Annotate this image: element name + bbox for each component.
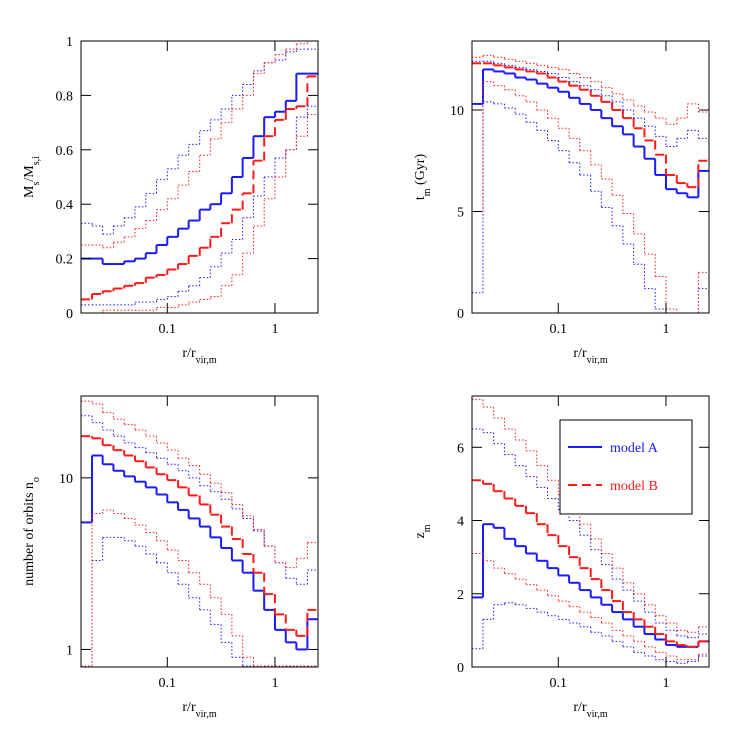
y-axis-label: number of orbits no (22, 477, 42, 586)
y-axis-label: tm (Gyr) (413, 154, 433, 201)
y-axis-label-part: o (31, 477, 42, 482)
y-axis-label-part: s,i (31, 156, 42, 165)
x-axis-label: r/rvir,m (573, 700, 607, 720)
x-axis-label-part: r/r (182, 700, 196, 715)
panel: 0.1 1 0 2 4 6 r/rvir,m zm model A model B (413, 395, 710, 720)
y-tick-label: 0 (66, 307, 73, 322)
x-axis-label-part: vir,m (587, 355, 608, 366)
x-tick-label: 0.1 (550, 676, 568, 691)
y-axis-label-part: z (413, 532, 428, 538)
y-tick-label: 6 (457, 441, 464, 456)
legend-label: model A (610, 441, 659, 456)
x-tick-label: 0.1 (159, 676, 177, 691)
y-axis-label-part: (Gyr) (413, 154, 428, 189)
y-axis-label-part: t (413, 196, 428, 200)
frame (80, 395, 319, 668)
panel: 0.1 1 1 10 r/rvir,m number of orbits no (22, 395, 319, 720)
y-axis-label-part: number of orbits n (22, 482, 37, 586)
x-axis-label: r/rvir,m (182, 700, 216, 720)
x-tick-label: 0.1 (550, 322, 568, 337)
y-tick-label: 0.2 (56, 253, 74, 268)
legend-box (559, 419, 693, 515)
y-axis-label-part: m (422, 188, 433, 196)
plot-area (81, 41, 318, 313)
y-axis-label: zm (413, 524, 433, 538)
y-tick-label: 0.8 (56, 89, 74, 104)
y-tick-label: 4 (457, 515, 464, 530)
x-axis-label-part: vir,m (196, 355, 217, 366)
x-axis-label: r/rvir,m (573, 346, 607, 366)
x-axis-label-part: r/r (182, 346, 196, 361)
y-axis-label-part: m (422, 524, 433, 532)
x-axis-label-part: vir,m (196, 709, 217, 720)
y-axis-label-part: /M (22, 165, 37, 182)
x-tick-label: 1 (662, 676, 669, 691)
y-tick-label: 0 (457, 307, 464, 322)
y-axis-label-part: s (31, 181, 42, 185)
y-axis-label-part: M (22, 185, 37, 198)
x-axis-label: r/rvir,m (182, 346, 216, 366)
legend-label: model B (610, 479, 658, 494)
x-tick-label: 1 (271, 322, 278, 337)
y-tick-label: 0.4 (56, 198, 74, 213)
y-axis-label: Ms/Ms,i (22, 156, 42, 198)
frame (471, 395, 710, 668)
y-tick-label: 0.6 (56, 144, 74, 159)
x-axis-label-part: r/r (573, 346, 587, 361)
y-tick-label: 10 (59, 472, 73, 487)
x-tick-label: 1 (662, 322, 669, 337)
plot-area (472, 54, 709, 313)
y-tick-label: 10 (450, 104, 464, 119)
y-tick-label: 1 (66, 643, 73, 658)
x-tick-label: 0.1 (159, 322, 177, 337)
y-tick-label: 5 (457, 206, 464, 221)
y-tick-label: 0 (457, 661, 464, 676)
y-tick-label: 2 (457, 588, 464, 603)
frame (80, 40, 319, 314)
plot-area (472, 399, 709, 664)
x-axis-label-part: r/r (573, 700, 587, 715)
x-axis-label-part: vir,m (587, 709, 608, 720)
x-tick-label: 1 (271, 676, 278, 691)
y-tick-label: 1 (66, 35, 73, 50)
panel: 0.1 1 0 0.2 0.4 0.6 0.8 1 r/rvir,m Ms/Ms,i (22, 35, 319, 366)
frame (471, 40, 710, 314)
plot-area (81, 400, 318, 667)
